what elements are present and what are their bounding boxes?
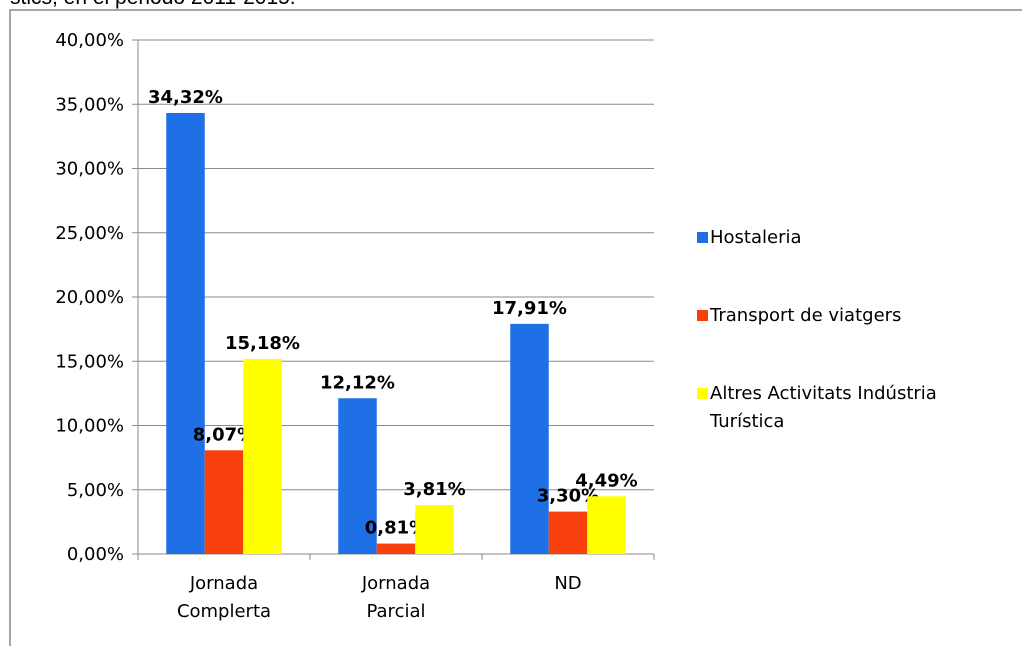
text-line: Jornada [361, 573, 430, 594]
y-tick-label: 0,00% [67, 544, 124, 565]
value-label: 34,32% [148, 87, 223, 108]
y-tick-label: 15,00% [55, 351, 124, 372]
value-label: 8,07% [193, 424, 255, 445]
y-tick-label: 25,00% [55, 223, 124, 244]
legend-label: Altres Activitats Indústria Turística [709, 383, 937, 432]
bar [510, 323, 549, 554]
bar [376, 543, 416, 554]
header-text: stics, en el periodo 2011-2015. [10, 0, 296, 9]
x-tick-label: Jornada Complerta [177, 573, 271, 622]
value-label: 3,81% [403, 479, 465, 500]
text-line: Turística [709, 411, 784, 432]
legend-swatch [697, 232, 708, 243]
bar [548, 511, 588, 554]
y-tick-label: 10,00% [55, 416, 124, 437]
text-line: Jornada [189, 573, 258, 594]
y-tick-label: 5,00% [67, 480, 124, 501]
y-tick-label: 35,00% [55, 94, 124, 115]
text-line: Parcial [366, 601, 425, 622]
legend-swatch [697, 388, 708, 399]
text-line: Transport de viatgers [709, 305, 901, 326]
value-label: 3,30% [537, 486, 599, 507]
x-tick-label: Jornada Parcial [361, 573, 430, 622]
value-label: 12,12% [320, 372, 395, 393]
value-label: 4,49% [575, 470, 637, 491]
bar [415, 505, 454, 554]
legend-label: Transport de viatgers [709, 305, 901, 326]
text-line: Hostaleria [710, 227, 802, 248]
legend-label: Hostaleria [710, 227, 802, 248]
legend-swatch [697, 310, 708, 321]
y-tick-label: 30,00% [55, 159, 124, 180]
value-label: 17,91% [492, 298, 567, 319]
bar [338, 398, 377, 554]
value-label: 0,81% [365, 518, 427, 539]
y-tick-label: 20,00% [55, 287, 124, 308]
text-line: ND [554, 573, 581, 594]
text-line: Complerta [177, 601, 271, 622]
text-line: Altres Activitats Indústria [710, 383, 937, 404]
x-tick-label: ND [554, 573, 581, 594]
y-tick-label: 40,00% [55, 30, 124, 51]
bar [587, 496, 626, 554]
bar [166, 112, 205, 554]
value-label: 15,18% [225, 333, 300, 354]
bar [243, 358, 282, 554]
bar [204, 450, 244, 554]
